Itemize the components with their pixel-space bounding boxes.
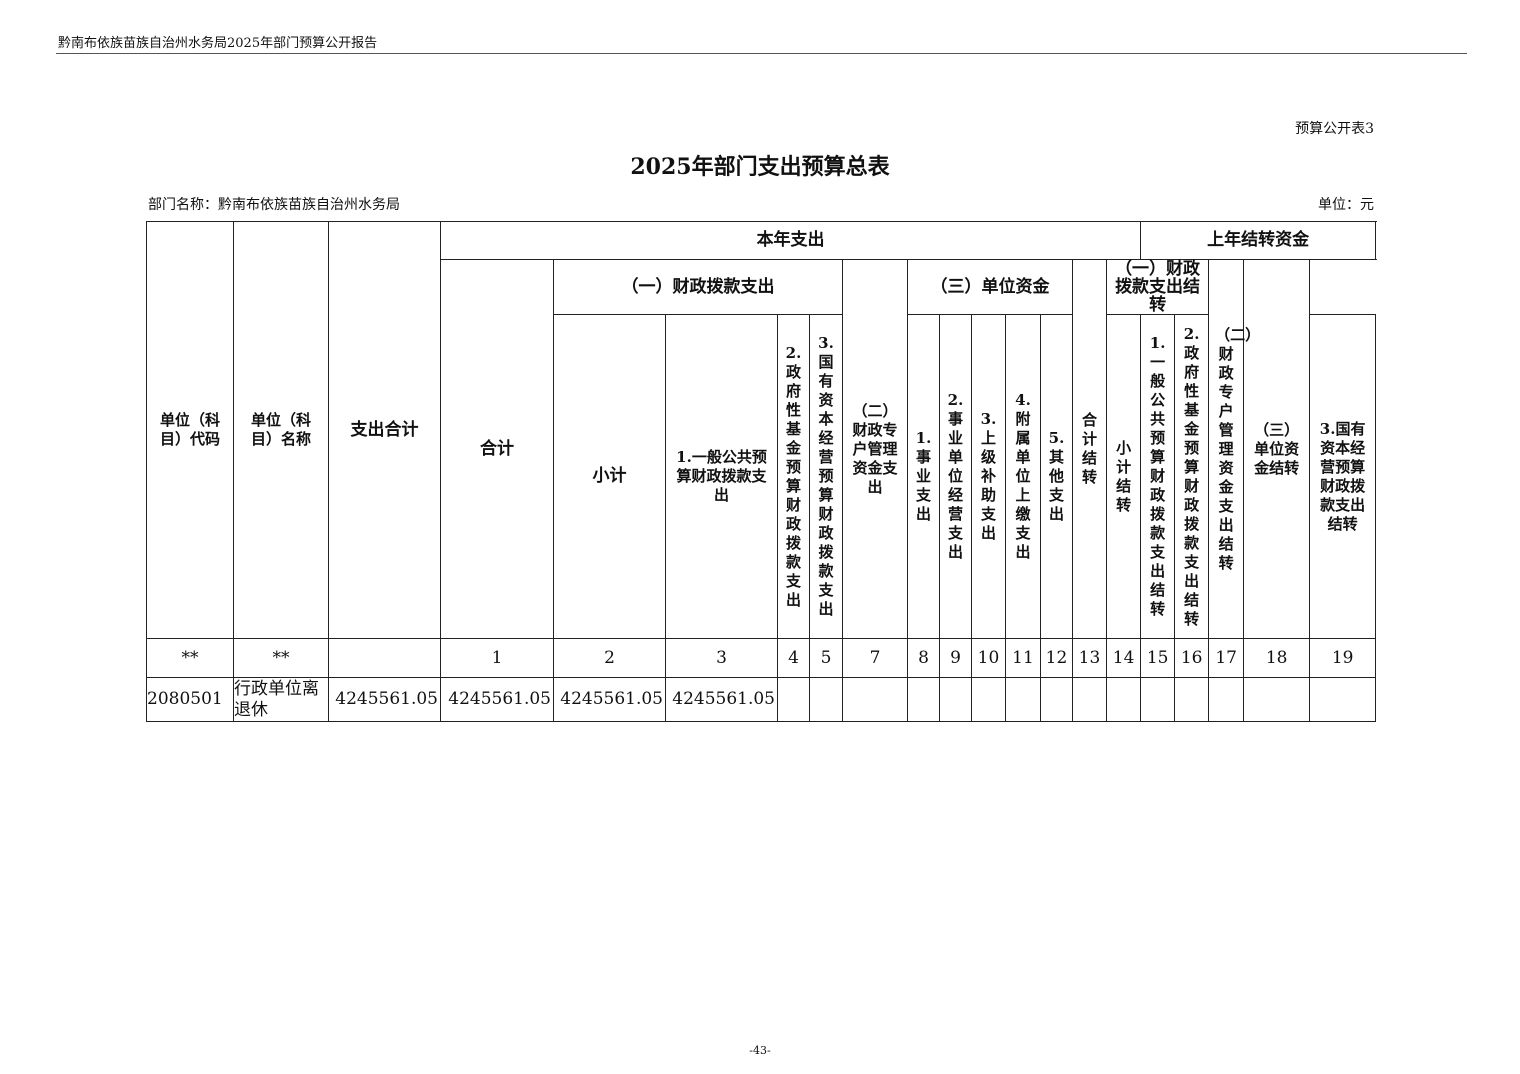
header-cy-unit-2: 2.事业单位经营支出	[939, 314, 972, 639]
index-cell: 17	[1208, 638, 1245, 678]
running-head: 黔南布依族苗族自治州水务局2025年部门预算公开报告	[58, 36, 378, 51]
cell-amount: 4245561.05	[665, 677, 778, 722]
header-name: 单位（科目）名称	[233, 221, 329, 639]
table-row: 2080501 行政单位离退休 4245561.05 4245561.05 424556…	[146, 677, 1377, 722]
header-prior-year: 上年结转资金	[1140, 221, 1377, 260]
header-py-special: （二）财政专户管理资金支出结转	[1208, 259, 1260, 639]
cell-amount	[1174, 677, 1210, 722]
cell-amount: 4245561.05	[553, 677, 666, 722]
header-cy-fiscal-subtotal: 小计	[553, 314, 666, 639]
table-number: 预算公开表3	[1295, 121, 1374, 137]
cell-name: 行政单位离退休	[233, 677, 329, 722]
header-code: 单位（科目）代码	[146, 221, 234, 639]
index-cell: 3	[665, 638, 778, 678]
header-cy-unit-1: 1.事业支出	[907, 314, 940, 639]
header-py-fiscal: （一）财政拨款支出结转	[1105, 259, 1210, 315]
index-cell: 18	[1243, 638, 1311, 678]
index-cell: 16	[1174, 638, 1210, 678]
header-py-fiscal-subtotal: 小计结转	[1105, 314, 1142, 639]
index-cell: 10	[971, 638, 1006, 678]
index-cell: 4	[777, 638, 810, 678]
header-cy-fiscal-general: 1.一般公共预算财政拨款支出	[665, 314, 778, 639]
cell-amount	[777, 677, 810, 722]
cell-amount	[971, 677, 1006, 722]
cell-amount	[1040, 677, 1073, 722]
index-cell: 2	[553, 638, 666, 678]
index-cell: 15	[1140, 638, 1176, 678]
index-cell: **	[146, 638, 234, 678]
index-cell: 19	[1309, 638, 1377, 678]
cell-amount	[1309, 677, 1377, 722]
header-py-fiscal-state-capital: 3.国有资本经营预算财政拨款支出结转	[1309, 314, 1377, 639]
index-cell: 1	[440, 638, 554, 678]
currency-unit: 单位：元	[1318, 197, 1374, 213]
cell-amount	[809, 677, 843, 722]
department-name: 部门名称：黔南布依族苗族自治州水务局	[148, 197, 400, 213]
cell-amount: 4245561.05	[440, 677, 554, 722]
cell-amount	[1140, 677, 1176, 722]
header-py-total: 合计结转	[1072, 259, 1107, 639]
header-cy-unit-5: 5.其他支出	[1040, 314, 1073, 639]
index-cell	[328, 638, 441, 678]
header-py-fiscal-fund: 2.政府性基金预算财政拨款支出结转	[1174, 314, 1210, 639]
header-cy-fiscal: （一）财政拨款支出	[553, 259, 843, 315]
header-cy-unit-3: 3.上级补助支出	[971, 314, 1006, 639]
cell-amount	[1105, 677, 1142, 722]
cell-amount	[1208, 677, 1245, 722]
cell-code: 2080501	[146, 677, 234, 722]
cell-amount	[907, 677, 940, 722]
header-py-unit: （三）单位资金结转	[1243, 259, 1311, 639]
budget-table: 单位（科目）代码 单位（科目）名称 支出合计 本年支出 上年结转资金 合计 （一…	[146, 221, 1377, 722]
index-cell: **	[233, 638, 329, 678]
header-cy-fiscal-fund: 2.政府性基金预算财政拨款支出	[777, 314, 810, 639]
page-title: 2025年部门支出预算总表	[630, 154, 890, 180]
index-cell: 9	[939, 638, 972, 678]
index-cell: 7	[842, 638, 908, 678]
index-row: ** ** 1 2 3 4 5 7 8 9 10 11 12 13 14 15 16 17 18 19	[146, 638, 1377, 678]
cell-amount	[842, 677, 908, 722]
cell-amount: 4245561.05	[328, 677, 441, 722]
header-cy-unit-4: 4.附属单位上缴支出	[1005, 314, 1041, 639]
index-cell: 14	[1105, 638, 1142, 678]
header-current-year: 本年支出	[439, 221, 1142, 260]
header-py-fiscal-general: 1.一般公共预算财政拨款支出结转	[1140, 314, 1176, 639]
header-cy-special: （二）财政专户管理资金支出	[842, 259, 908, 639]
cell-amount	[1005, 677, 1041, 722]
index-cell: 12	[1040, 638, 1073, 678]
header-cy-total: 合计	[440, 259, 554, 639]
index-cell: 13	[1072, 638, 1107, 678]
header-cy-fiscal-state-capital: 3.国有资本经营预算财政拨款支出	[809, 314, 843, 639]
cell-amount	[1243, 677, 1311, 722]
cell-amount	[1072, 677, 1107, 722]
index-cell: 8	[907, 638, 940, 678]
index-cell: 5	[809, 638, 843, 678]
page-number: -43-	[749, 1044, 771, 1057]
index-cell: 11	[1005, 638, 1041, 678]
header-total: 支出合计	[328, 221, 441, 639]
header-divider	[56, 53, 1467, 54]
cell-amount	[939, 677, 972, 722]
header-cy-unit: （三）单位资金	[907, 259, 1073, 315]
